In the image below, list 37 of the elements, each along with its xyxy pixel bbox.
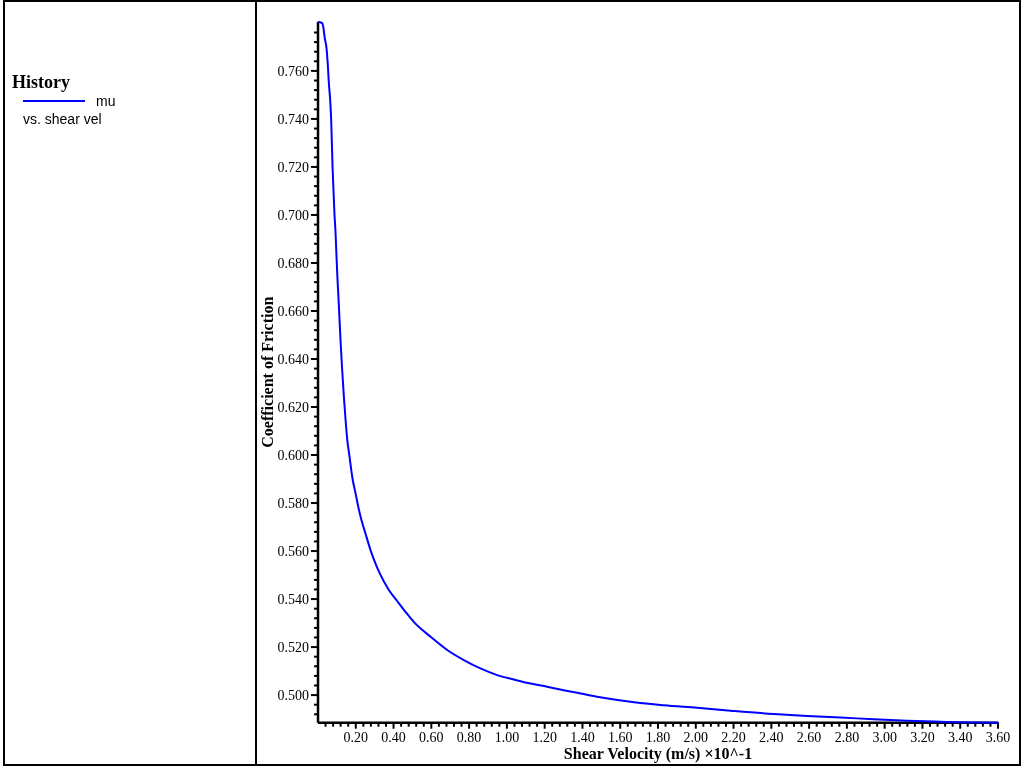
x-tick-label: 3.60 — [985, 729, 1011, 745]
x-tick-label: 0.80 — [456, 729, 482, 745]
y-tick-label: 0.560 — [277, 543, 309, 559]
y-axis-title: Coefficient of Friction — [259, 296, 276, 448]
y-tick-label: 0.600 — [277, 447, 309, 463]
y-tick-label: 0.620 — [277, 399, 309, 415]
x-tick-label: 2.00 — [683, 729, 709, 745]
x-tick-label: 2.60 — [796, 729, 822, 745]
x-tick-label: 1.80 — [645, 729, 671, 745]
y-tick-label: 0.520 — [277, 639, 309, 655]
text: vs. shear vel — [23, 111, 102, 127]
legend-title: History — [12, 72, 70, 92]
y-tick-label: 0.640 — [277, 351, 309, 367]
x-tick-label: 0.40 — [381, 729, 406, 745]
x-tick-label: 1.60 — [607, 729, 633, 745]
x-tick-label: 0.60 — [419, 729, 444, 745]
legend-label: mu — [96, 93, 116, 109]
y-tick-label: 0.580 — [277, 495, 309, 511]
x-tick-label: 2.20 — [721, 729, 746, 745]
y-tick-label: 0.660 — [277, 303, 309, 319]
y-tick-label: 0.740 — [277, 111, 309, 127]
y-tick-label: 0.500 — [277, 687, 309, 703]
x-tick-label: 1.00 — [494, 729, 520, 745]
x-tick-label: 1.40 — [570, 729, 595, 745]
x-tick-label: 3.40 — [947, 729, 973, 745]
y-tick-label: 0.700 — [277, 207, 309, 223]
x-tick-label: 1.20 — [532, 729, 557, 745]
x-axis-title: Shear Velocity (m/s) ×10^-1 — [563, 745, 753, 763]
x-tick-label: 3.00 — [872, 729, 897, 745]
y-tick-label: 0.760 — [277, 63, 309, 79]
y-tick-label: 0.540 — [277, 591, 309, 607]
x-tick-label: 2.40 — [759, 729, 784, 745]
x-tick-label: 2.80 — [834, 729, 860, 745]
y-tick-label: 0.720 — [277, 159, 309, 175]
x-tick-label: 0.20 — [343, 729, 369, 745]
y-tick-label: 0.680 — [277, 255, 309, 271]
x-tick-label: 3.20 — [910, 729, 935, 745]
